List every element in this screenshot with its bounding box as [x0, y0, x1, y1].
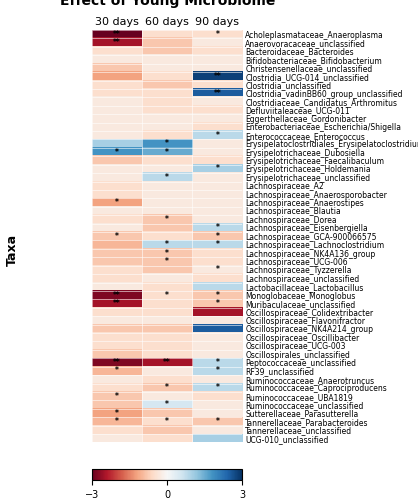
- Text: *: *: [115, 148, 119, 156]
- Text: **: **: [113, 290, 121, 300]
- Text: **: **: [214, 72, 221, 81]
- Text: *: *: [165, 417, 169, 426]
- Text: *: *: [165, 173, 169, 182]
- Text: *: *: [115, 366, 119, 376]
- Text: *: *: [215, 384, 219, 392]
- Text: *: *: [165, 148, 169, 156]
- Text: *: *: [165, 215, 169, 224]
- Text: *: *: [165, 248, 169, 258]
- Text: *: *: [115, 417, 119, 426]
- Text: *: *: [165, 139, 169, 148]
- Text: *: *: [215, 164, 219, 173]
- Text: *: *: [115, 232, 119, 241]
- Text: **: **: [214, 88, 221, 98]
- Text: **: **: [113, 299, 121, 308]
- Text: *: *: [215, 30, 219, 38]
- Text: *: *: [215, 299, 219, 308]
- Text: *: *: [215, 240, 219, 249]
- Text: **: **: [163, 358, 171, 367]
- Text: *: *: [215, 224, 219, 232]
- Text: *: *: [215, 417, 219, 426]
- Text: **: **: [113, 38, 121, 47]
- Text: *: *: [115, 408, 119, 418]
- Text: *: *: [165, 290, 169, 300]
- Text: *: *: [215, 290, 219, 300]
- Text: *: *: [165, 240, 169, 249]
- Text: *: *: [215, 358, 219, 367]
- Text: *: *: [165, 384, 169, 392]
- Text: **: **: [113, 358, 121, 367]
- Title: Effect of Young Microbiome: Effect of Young Microbiome: [59, 0, 275, 8]
- Text: *: *: [215, 366, 219, 376]
- Text: *: *: [215, 130, 219, 140]
- Text: *: *: [215, 266, 219, 274]
- Text: *: *: [165, 257, 169, 266]
- Text: *: *: [215, 232, 219, 241]
- Text: Taxa: Taxa: [6, 234, 19, 266]
- Text: *: *: [165, 400, 169, 409]
- Text: *: *: [115, 198, 119, 207]
- Text: *: *: [115, 392, 119, 400]
- Text: **: **: [113, 30, 121, 38]
